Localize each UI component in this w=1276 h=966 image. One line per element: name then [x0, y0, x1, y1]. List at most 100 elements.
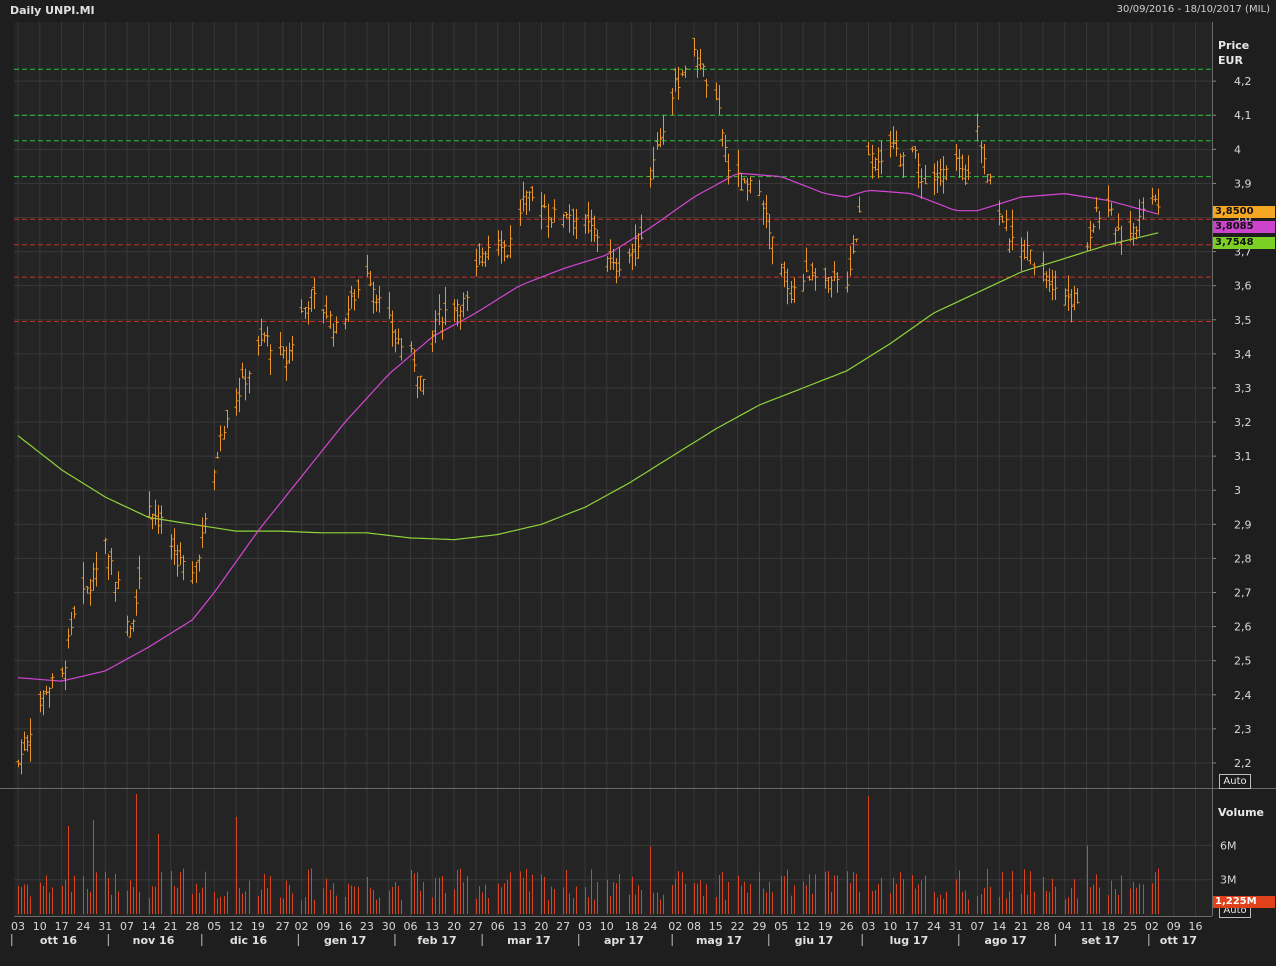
- ohlc-bar: [371, 281, 376, 314]
- x-day-label: 02: [1145, 920, 1159, 933]
- ohlc-bar: [894, 130, 899, 157]
- x-day-label: 05: [774, 920, 788, 933]
- ohlc-bar: [197, 554, 202, 572]
- x-day-label: 07: [120, 920, 134, 933]
- ohlc-bar: [505, 254, 510, 259]
- ohlc-bar: [658, 128, 663, 148]
- ohlc-bar: [680, 70, 685, 77]
- ohlc-bar: [567, 204, 572, 233]
- ohlc-bar: [826, 276, 831, 293]
- x-day-label: 12: [229, 920, 243, 933]
- ohlc-bar: [723, 134, 728, 163]
- grid-layer: [14, 22, 1212, 916]
- ohlc-bar: [521, 181, 526, 212]
- ohlc-bar: [1044, 271, 1049, 289]
- ohlc-bar: [1007, 238, 1012, 253]
- ohlc-bar: [633, 224, 638, 267]
- ohlc-bar: [935, 160, 940, 194]
- ohlc-bar: [281, 346, 286, 359]
- ohlc-bar: [91, 562, 96, 591]
- price-auto-button[interactable]: Auto: [1219, 774, 1251, 789]
- y-tick-label: 4,2: [1234, 75, 1252, 88]
- ohlc-bar: [28, 718, 33, 762]
- ohlc-bar: [1131, 223, 1136, 246]
- ohlc-bar: [898, 153, 903, 167]
- chart-title: Daily UNPI.MI: [10, 4, 95, 17]
- ohlc-bar: [159, 505, 164, 534]
- ohlc-bar: [592, 215, 597, 242]
- y-tick-label: 2,4: [1234, 689, 1252, 702]
- ohlc-bar: [1053, 270, 1058, 300]
- ohlc-bar: [309, 289, 314, 312]
- ohlc-bar: [312, 277, 317, 309]
- ohlc-bar: [461, 292, 466, 318]
- ohlc-bar: [988, 173, 993, 185]
- x-day-label: 20: [447, 920, 461, 933]
- ohlc-bar: [605, 256, 610, 272]
- ohlc-bar: [169, 534, 174, 560]
- ohlc-bar: [477, 243, 482, 265]
- ohlc-bar: [810, 262, 815, 281]
- y-tick-label: 3,1: [1234, 450, 1252, 463]
- ohlc-bar: [546, 203, 551, 238]
- ohlc-bar: [683, 65, 688, 79]
- ohlc-bar: [611, 248, 616, 270]
- ohlc-bar: [421, 378, 426, 395]
- ohlc-bar: [1150, 187, 1155, 205]
- ma-slow-line: [17, 232, 1159, 541]
- x-day-label: 02: [668, 920, 682, 933]
- ohlc-bar: [676, 66, 681, 100]
- ohlc-bar: [328, 310, 333, 329]
- ohlc-bar: [870, 144, 875, 179]
- ohlc-bar: [552, 199, 557, 223]
- ohlc-bar: [627, 248, 632, 264]
- ohlc-bar: [655, 132, 660, 150]
- ohlc-bar: [259, 318, 264, 346]
- x-day-label: 19: [818, 920, 832, 933]
- y-tick-label: 3,6: [1234, 280, 1252, 293]
- ohlc-bar: [1075, 288, 1080, 304]
- ohlc-bar: [455, 299, 460, 327]
- ohlc-bar: [306, 301, 311, 325]
- ohlc-bar: [1106, 185, 1111, 217]
- ohlc-bar: [458, 305, 463, 330]
- ohlc-bar: [595, 229, 600, 252]
- ohlc-bar: [770, 236, 775, 265]
- ohlc-bar: [1141, 197, 1146, 220]
- ohlc-bar: [247, 370, 252, 394]
- x-day-label: 13: [425, 920, 439, 933]
- ohlc-bar: [1128, 211, 1133, 242]
- ohlc-bar: [835, 272, 840, 293]
- ohlc-bar: [910, 146, 915, 153]
- ohlc-bar: [1085, 242, 1090, 252]
- ohlc-bar: [1050, 269, 1055, 301]
- ohlc-bar: [178, 542, 183, 566]
- y-tick-label: 4: [1234, 143, 1241, 156]
- ohlc-bar: [1116, 213, 1121, 231]
- ohlc-bar: [941, 155, 946, 194]
- x-month-label: set 17: [1081, 934, 1119, 947]
- ohlc-bar: [938, 158, 943, 186]
- x-month-label: feb 17: [417, 934, 456, 947]
- ohlc-bar: [571, 208, 576, 236]
- x-day-label: 08: [687, 920, 701, 933]
- ohlc-bar: [499, 230, 504, 264]
- ohlc-bar: [299, 299, 304, 314]
- ohlc-bar: [81, 562, 86, 604]
- ohlc-bar: [701, 63, 706, 77]
- ohlc-bar: [25, 735, 30, 752]
- date-range-label: 30/09/2016 - 18/10/2017 (MIL): [1116, 4, 1270, 15]
- ohlc-bar: [109, 548, 114, 575]
- x-day-label: 03: [578, 920, 592, 933]
- ohlc-bar: [851, 235, 856, 254]
- x-day-label: 13: [513, 920, 527, 933]
- ohlc-bars-layer: [16, 37, 1161, 775]
- last-price-tag: 3,8500: [1213, 206, 1275, 218]
- ohlc-bar: [804, 247, 809, 273]
- ohlc-bar: [175, 544, 180, 577]
- x-day-label: 24: [927, 920, 941, 933]
- ohlc-bar: [85, 586, 90, 594]
- x-month-label: giu 17: [795, 934, 834, 947]
- ohlc-bar: [813, 268, 818, 291]
